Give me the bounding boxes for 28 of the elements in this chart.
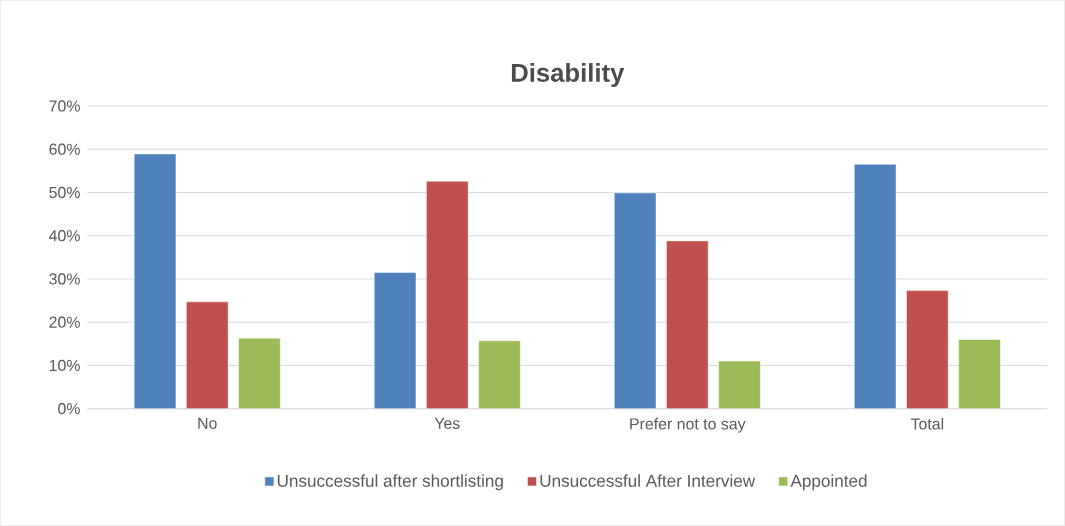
legend-label: Unsuccessful After Interview	[540, 474, 756, 487]
x-tick-label: No	[198, 417, 217, 430]
bar	[958, 339, 1001, 409]
bar	[718, 360, 761, 409]
bar	[133, 153, 177, 409]
bar	[186, 301, 229, 409]
y-tick-label: 60%	[49, 143, 80, 155]
y-tick-label: 0%	[58, 403, 80, 415]
x-tick-label: Total	[910, 417, 944, 430]
legend-label: Appointed	[790, 474, 867, 491]
bar	[666, 240, 709, 409]
bar	[426, 181, 469, 409]
bar	[238, 338, 281, 409]
bar	[373, 272, 417, 409]
chart-title: Disability	[511, 63, 625, 88]
x-tick-label: Yes	[434, 417, 460, 430]
y-tick-label: 30%	[49, 273, 80, 285]
y-tick-label: 10%	[49, 359, 80, 372]
legend-label: Unsuccessful after shortlisting	[277, 474, 503, 491]
bar	[906, 290, 949, 409]
y-tick-label: 20%	[49, 316, 80, 328]
y-tick-label: 50%	[49, 186, 80, 199]
y-tick-label: 70%	[49, 100, 80, 112]
bar	[478, 340, 521, 409]
bar	[614, 192, 657, 409]
y-tick-label: 40%	[49, 230, 80, 242]
bar	[854, 164, 897, 409]
x-tick-label: Prefer not to say	[630, 417, 746, 433]
